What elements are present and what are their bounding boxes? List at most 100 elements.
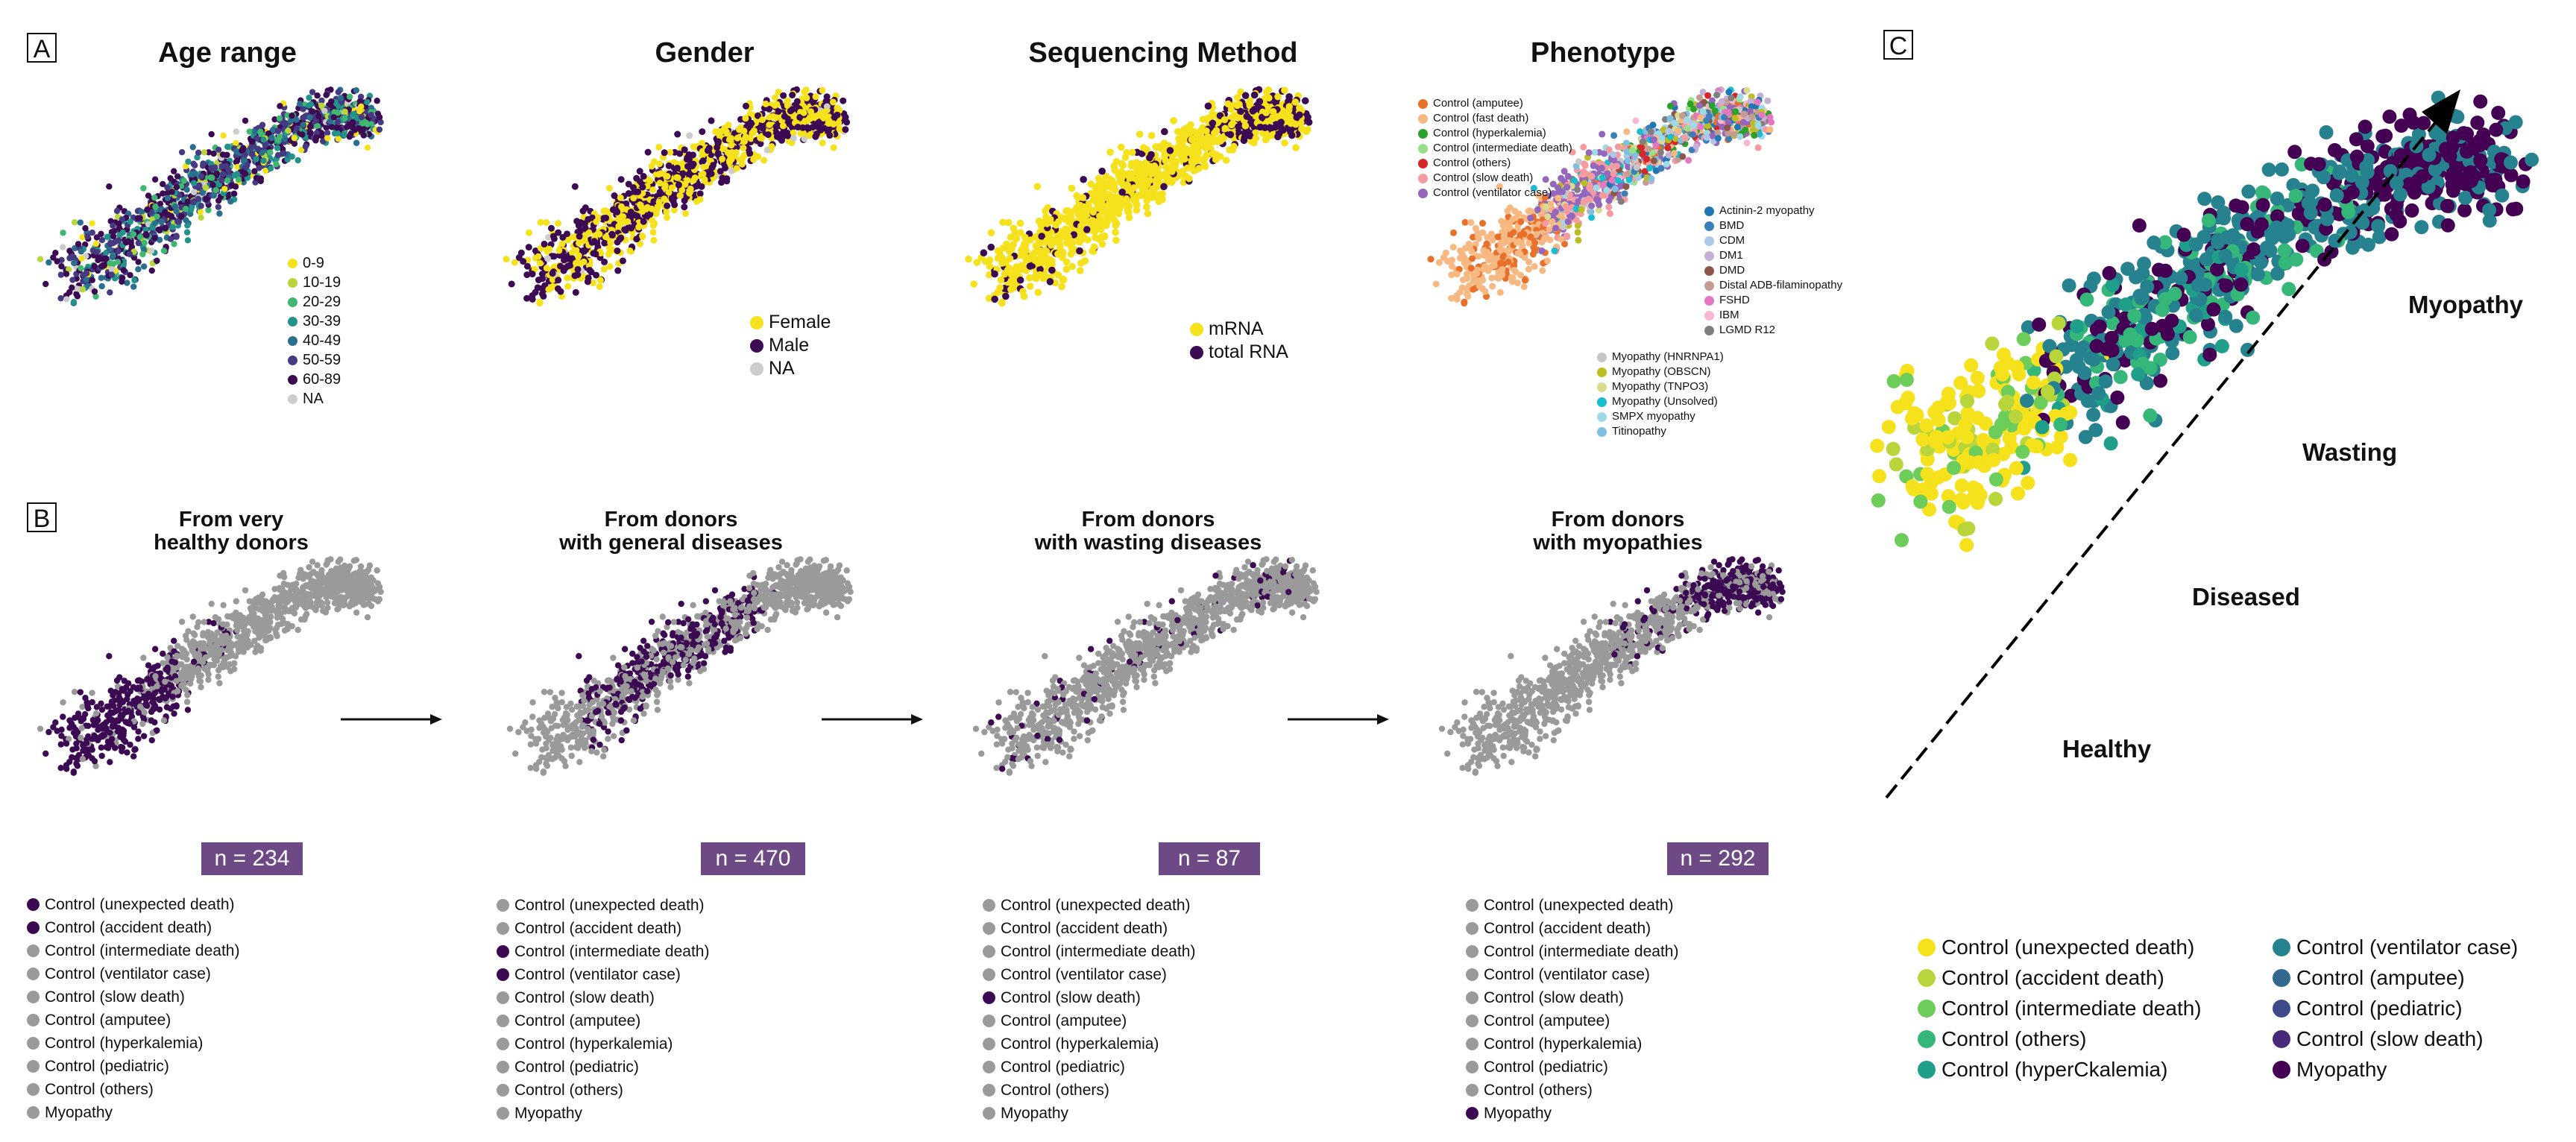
phenotype-legend-label: BMD bbox=[1719, 219, 1745, 232]
umap-point bbox=[183, 698, 191, 705]
umap-point bbox=[1166, 147, 1174, 154]
umap-point bbox=[1525, 258, 1533, 265]
umap-point bbox=[656, 160, 664, 168]
umap-point bbox=[772, 123, 780, 130]
umap-point bbox=[1467, 219, 1475, 227]
umap-point bbox=[1227, 105, 1235, 113]
umap-point bbox=[1237, 107, 1244, 116]
umap-point bbox=[1754, 98, 1761, 106]
umap-point bbox=[1549, 218, 1556, 225]
umap-point bbox=[152, 204, 159, 210]
umap-point bbox=[1163, 175, 1171, 183]
umap-point bbox=[1185, 127, 1193, 136]
umap-point bbox=[1652, 167, 1660, 174]
umap-point bbox=[1141, 169, 1149, 177]
umap-point bbox=[596, 230, 603, 238]
umap-point bbox=[1170, 117, 1177, 124]
umap-point bbox=[262, 167, 269, 174]
umap-point bbox=[299, 131, 306, 138]
umap-point bbox=[356, 98, 364, 105]
umap-point bbox=[708, 164, 716, 171]
umap-point bbox=[1043, 236, 1051, 245]
umap-point bbox=[617, 234, 625, 242]
umap-point bbox=[368, 112, 375, 119]
umap-point bbox=[742, 102, 749, 110]
umap-point bbox=[559, 233, 567, 241]
umap-point bbox=[257, 128, 264, 135]
umap-point bbox=[1258, 113, 1266, 122]
phenotype-legend-swatch bbox=[1597, 382, 1607, 392]
umap-point bbox=[155, 226, 162, 233]
umap-point bbox=[661, 195, 668, 203]
umap-point bbox=[1200, 160, 1209, 168]
umap-point bbox=[1284, 107, 1292, 116]
umap-point bbox=[1046, 278, 1054, 286]
phenotype-legend-swatch bbox=[1704, 310, 1714, 321]
umap-point bbox=[1007, 286, 1015, 294]
gender-legend-swatch bbox=[750, 315, 763, 329]
umap-point bbox=[98, 236, 106, 244]
umap-point bbox=[1552, 224, 1560, 232]
umap-point bbox=[289, 153, 295, 160]
umap-point bbox=[1581, 160, 1588, 168]
umap-point bbox=[564, 262, 571, 270]
umap-point bbox=[359, 127, 366, 133]
umap-point bbox=[82, 225, 89, 232]
umap-point bbox=[1118, 179, 1126, 187]
umap-point bbox=[1288, 131, 1296, 139]
umap-point bbox=[1115, 206, 1123, 213]
umap-point bbox=[242, 164, 250, 171]
umap-point bbox=[700, 163, 708, 171]
umap-point bbox=[1285, 98, 1292, 105]
umap-point bbox=[218, 163, 225, 170]
umap-point bbox=[1292, 144, 1300, 151]
umap-point bbox=[1143, 197, 1150, 204]
umap-point bbox=[1171, 163, 1178, 171]
umap-point bbox=[314, 92, 321, 99]
umap-point bbox=[543, 265, 550, 272]
umap-point bbox=[1036, 265, 1044, 274]
umap-point bbox=[1018, 262, 1027, 270]
umap-point bbox=[293, 116, 300, 123]
umap-point bbox=[1582, 170, 1590, 177]
umap-point bbox=[830, 144, 837, 151]
umap-point bbox=[1016, 276, 1024, 284]
umap-point bbox=[1195, 165, 1203, 172]
umap-point bbox=[639, 208, 646, 215]
umap-point bbox=[1525, 239, 1533, 247]
age-legend-item: 50-59 bbox=[288, 350, 341, 370]
umap-point bbox=[965, 255, 972, 263]
umap-point bbox=[830, 121, 837, 128]
seq-legend-label: mRNA bbox=[1209, 318, 1264, 339]
umap-point bbox=[626, 247, 634, 254]
umap-point bbox=[315, 113, 322, 120]
phenotype-legend-item: Control (fast death) bbox=[1418, 111, 1572, 126]
umap-point bbox=[1073, 192, 1080, 200]
umap-point bbox=[698, 139, 705, 147]
umap-point bbox=[1679, 153, 1687, 160]
umap-point bbox=[138, 209, 145, 215]
umap-point bbox=[1488, 274, 1496, 282]
umap-point bbox=[210, 192, 218, 199]
umap-point bbox=[719, 155, 726, 163]
umap-point bbox=[1079, 234, 1087, 242]
umap-point bbox=[1252, 129, 1259, 137]
umap-point bbox=[1069, 239, 1077, 247]
umap-point bbox=[1725, 119, 1732, 126]
umap-point bbox=[1011, 269, 1018, 277]
umap-point bbox=[1048, 266, 1056, 274]
umap-point bbox=[1485, 253, 1493, 261]
umap-point bbox=[1118, 198, 1125, 206]
umap-point bbox=[1227, 121, 1235, 129]
age-legend-item: NA bbox=[288, 389, 341, 408]
umap-point bbox=[1623, 128, 1631, 136]
legend-phenotype-myopathies-genes: Myopathy (HNRNPA1) Myopathy (OBSCN) Myopat… bbox=[1597, 350, 1724, 439]
umap-point bbox=[1160, 139, 1168, 147]
umap-point bbox=[1456, 247, 1464, 254]
umap-point bbox=[998, 298, 1006, 306]
umap-point bbox=[1588, 202, 1596, 209]
umap-point bbox=[248, 150, 256, 157]
umap-point bbox=[1496, 259, 1504, 267]
umap-point bbox=[640, 218, 647, 225]
umap-point bbox=[1560, 224, 1567, 231]
